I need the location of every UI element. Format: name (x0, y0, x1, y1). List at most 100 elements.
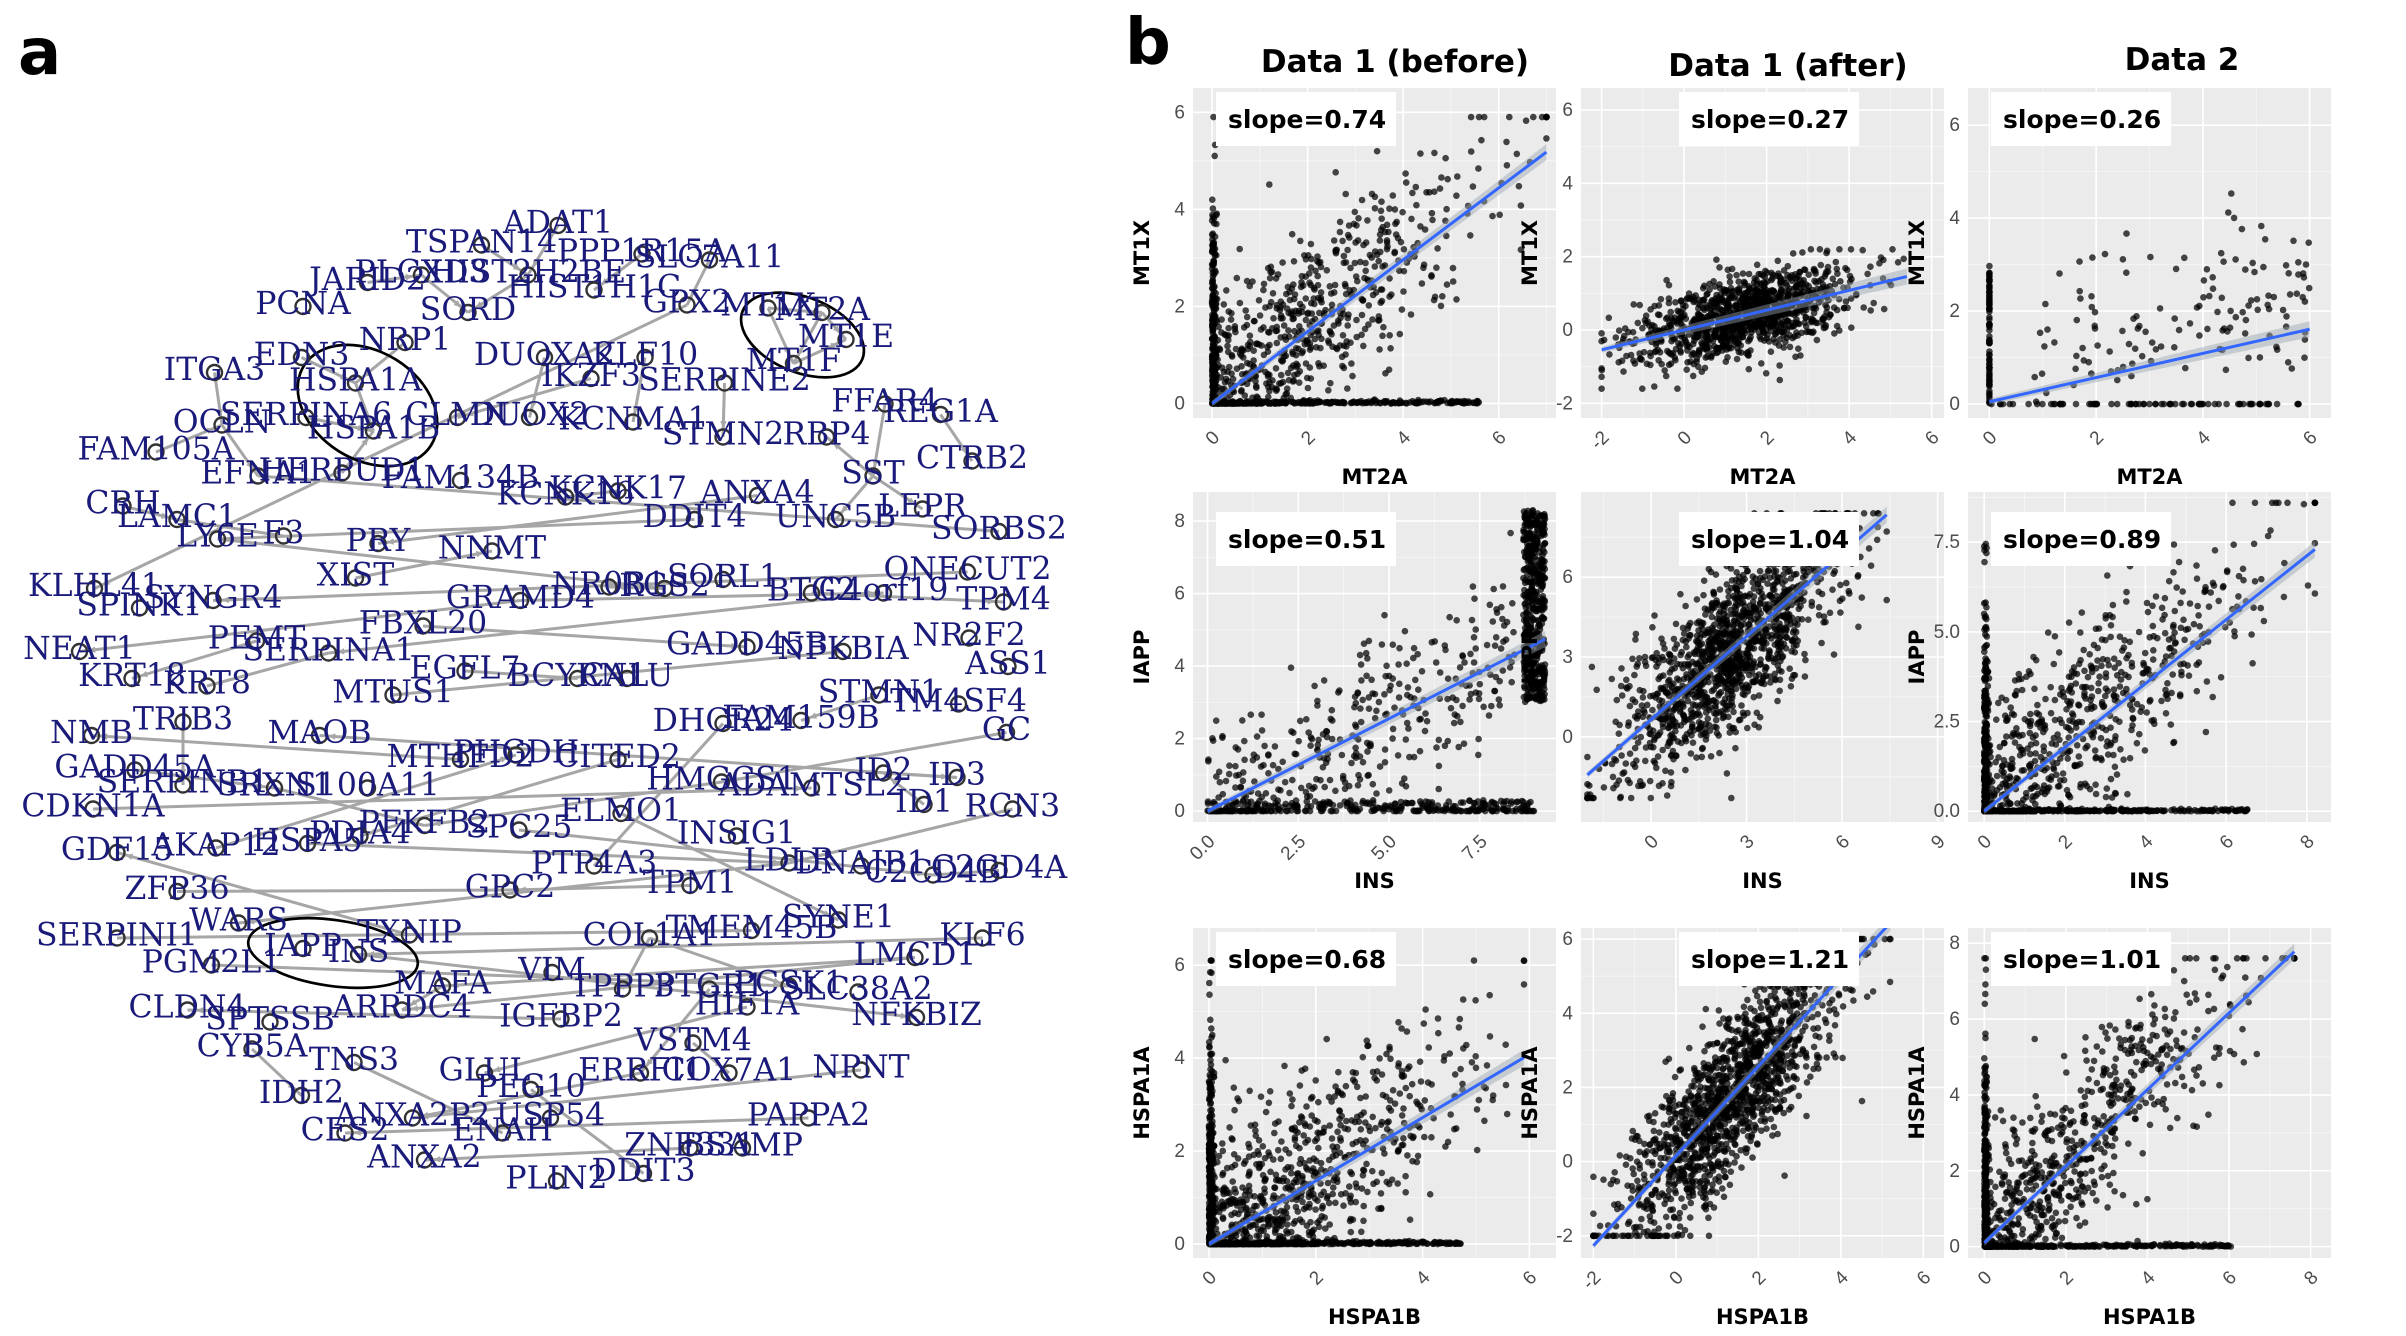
network-node[interactable]: PRY (346, 523, 412, 559)
network-node[interactable]: ONECUT2 (883, 552, 1051, 588)
network-node[interactable]: GPX2 (643, 285, 732, 321)
network-node[interactable]: BSAMP (682, 1128, 803, 1164)
network-node[interactable]: PPP1R15A (557, 234, 728, 270)
network-node[interactable]: ELMO1 (560, 793, 682, 829)
network-node[interactable]: GADD45B (666, 627, 828, 663)
network-node[interactable]: IGFBP2 (499, 999, 623, 1035)
network-node[interactable]: C2CD4B (865, 855, 1002, 891)
network-node[interactable]: CITED2 (555, 739, 681, 775)
network-node[interactable]: TNS3 (309, 1042, 399, 1078)
network-node[interactable]: ASS1 (964, 646, 1050, 682)
network-node[interactable]: FBXL20 (359, 606, 487, 642)
network-node[interactable]: TRIB3 (133, 702, 233, 738)
network-node[interactable]: HERPUD1 (259, 453, 426, 489)
network-node[interactable]: BCYRN1 (508, 658, 648, 694)
network-node[interactable]: HSPA1A (289, 363, 423, 399)
network-node[interactable]: PTP4A3 (531, 846, 657, 882)
network-node[interactable]: GLUL (439, 1053, 531, 1089)
network-node[interactable]: ADAMTSL2 (717, 768, 905, 804)
network-node[interactable]: MAFA (394, 966, 492, 1002)
network-node[interactable]: CALU (581, 658, 674, 694)
network-node[interactable]: DUOXA2 (474, 337, 615, 373)
network-node[interactable]: CLMN (405, 397, 510, 433)
network-node[interactable]: STMN2 (662, 417, 784, 453)
network-node[interactable]: ID3 (928, 757, 986, 793)
network-node[interactable]: PEG10 (476, 1069, 585, 1105)
network-node[interactable]: SYNGR4 (144, 580, 283, 616)
network-node[interactable]: SPINK1 (76, 588, 202, 624)
network-node[interactable]: C4orf19 (819, 573, 949, 609)
network-node[interactable]: TMEM45B (666, 910, 838, 946)
network-node[interactable]: NNMT (438, 531, 546, 567)
network-node[interactable]: FAM159B (722, 700, 879, 736)
network-node[interactable]: GC (982, 712, 1031, 748)
network-node[interactable]: GPC2 (465, 870, 556, 906)
network-node[interactable]: SLC38A2 (783, 972, 932, 1008)
network-node[interactable]: PEMT (208, 621, 305, 657)
network-node[interactable]: TSPAN14 (406, 225, 557, 261)
network-node[interactable]: SST (841, 456, 905, 492)
network-node[interactable]: SORD (420, 292, 516, 328)
network-node[interactable]: KLF6 (939, 918, 1025, 954)
network-node[interactable]: DDIT3 (591, 1153, 695, 1189)
network-node[interactable]: STMN1 (818, 675, 940, 711)
network-node[interactable]: JARID2 (306, 262, 426, 298)
network-node[interactable]: GDF15 (61, 832, 173, 868)
network-node[interactable]: ZNF331 (624, 1128, 755, 1164)
network-node[interactable]: SERPINB1 (97, 765, 270, 801)
network-node[interactable]: PHGDH (453, 735, 580, 771)
network-node[interactable]: LDLR (744, 843, 836, 879)
network-node[interactable]: PLCXD3 (355, 255, 489, 291)
network-node[interactable]: KRT8 (163, 666, 251, 702)
network-node[interactable]: HIST2H2BE (430, 255, 626, 291)
network-node[interactable]: KLHL41 (28, 568, 161, 604)
network-node[interactable]: LY6E (176, 519, 259, 555)
network-node[interactable]: PGM2L1 (142, 945, 282, 981)
network-node[interactable]: EGFL7 (410, 651, 521, 687)
network-node[interactable]: IKZF3 (541, 358, 641, 394)
network-node[interactable]: SERPINE2 (638, 363, 811, 399)
network-node[interactable]: PDIA4 (309, 816, 411, 852)
network-node[interactable]: HSPA5 (252, 823, 362, 859)
network-node[interactable]: BTG2 (767, 573, 856, 609)
network-node[interactable]: INS (328, 934, 390, 970)
network-node[interactable]: FAM134B (382, 460, 539, 496)
network-node[interactable]: RBP4 (782, 417, 870, 453)
network-node[interactable]: ANXA4 (699, 475, 814, 511)
network-node[interactable]: SORBS2 (931, 511, 1067, 547)
network-node[interactable]: PCSK1 (734, 966, 844, 1002)
network-node[interactable]: ENAH (452, 1113, 553, 1149)
network-node[interactable]: GRAMD4 (446, 580, 595, 616)
network-node[interactable]: ADAT1 (502, 205, 613, 241)
network-node[interactable]: MT1E (798, 319, 894, 355)
network-node[interactable]: CES2 (301, 1113, 390, 1149)
network-node[interactable]: ANXA2P2 (334, 1098, 491, 1134)
network-node[interactable]: IDH2 (259, 1075, 344, 1111)
network-node[interactable]: DUOX2 (470, 397, 590, 433)
network-node[interactable]: S100A11 (295, 768, 440, 804)
network-node[interactable]: SERPINA1 (242, 633, 414, 669)
network-node[interactable]: SORL1 (667, 559, 779, 595)
network-node[interactable]: NMB (50, 715, 133, 751)
network-node[interactable]: CDKN1A (21, 789, 165, 825)
network-node[interactable]: SYNE1 (782, 900, 895, 936)
network-node[interactable]: LMCD1 (854, 937, 977, 973)
network-node[interactable]: KCNK17 (549, 471, 687, 507)
network-node[interactable]: EFNA1 (200, 456, 315, 492)
network-node[interactable]: EDN3 (254, 337, 350, 373)
network-node[interactable]: LEPR (878, 489, 968, 525)
network-node[interactable]: SPTSSB (205, 1002, 335, 1038)
network-node[interactable]: ID2 (855, 753, 913, 789)
network-node[interactable]: USP54 (496, 1098, 605, 1134)
network-node[interactable]: NRP1 (359, 322, 452, 358)
network-node[interactable]: WARS (189, 903, 288, 939)
network-node[interactable]: IAPP (264, 928, 342, 964)
network-node[interactable]: KCNMA1 (558, 402, 707, 438)
network-node[interactable]: XIST (317, 558, 394, 594)
network-node[interactable]: CTRB2 (916, 441, 1028, 477)
network-node[interactable]: FFAR4 (831, 384, 938, 420)
network-node[interactable]: HIF1A (695, 987, 801, 1023)
network-node[interactable]: ARRDC4 (331, 990, 472, 1026)
network-node[interactable]: COX7A1 (662, 1053, 797, 1089)
network-node[interactable]: TPPP3 (570, 969, 675, 1005)
